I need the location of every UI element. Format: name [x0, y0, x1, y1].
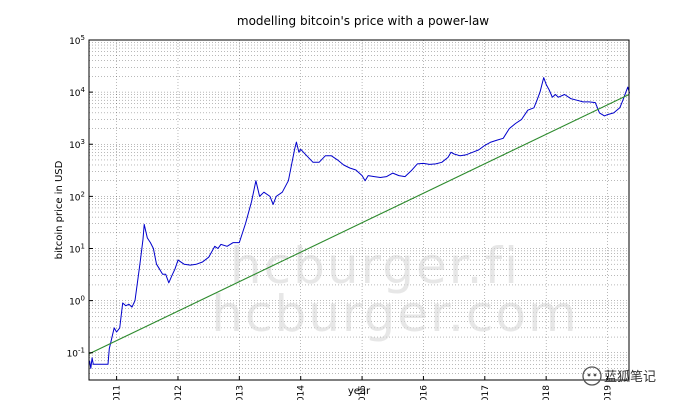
- x-tick-label: 2014: [297, 385, 307, 400]
- y-axis-label: bitcoin price in USD: [54, 160, 65, 259]
- logo-text: 蓝狐笔记: [604, 369, 656, 385]
- x-axis: 2011 2012 2013 2014 2015 2016 2017 2018 2019: [113, 376, 614, 400]
- x-tick-label: 2013: [235, 385, 245, 400]
- x-tick-label: 2015: [358, 385, 368, 400]
- x-tick-label: 2012: [174, 385, 184, 400]
- y-tick-label: 100: [69, 295, 85, 308]
- plot-frame: [88, 39, 630, 381]
- watermark: hcburger.fi hcburger.com: [211, 237, 578, 343]
- x-tick-label: 2019: [604, 385, 614, 400]
- chart-title: modelling bitcoin's price with a power-l…: [237, 14, 489, 28]
- y-tick-label: 101: [69, 242, 85, 255]
- y-tick-label: 102: [69, 190, 85, 203]
- y-tick-label: 103: [69, 138, 85, 151]
- x-tick-label: 2016: [419, 385, 429, 400]
- series-line-price: [89, 77, 631, 369]
- watermark-line2: hcburger.com: [211, 285, 578, 343]
- series-group: [88, 77, 631, 369]
- x-tick-label: 2011: [113, 385, 123, 400]
- grid: [89, 40, 629, 381]
- x-axis-label: year: [348, 386, 371, 397]
- watermark-line1: hcburger.fi: [230, 237, 520, 295]
- wechat-icon: [582, 366, 602, 386]
- logo: 蓝狐笔记: [582, 366, 656, 386]
- y-tick-label: 104: [69, 86, 85, 99]
- y-axis: 10-1 100 101 102 103 104 105: [67, 34, 93, 360]
- y-tick-label: 105: [69, 34, 85, 47]
- x-tick-label: 2018: [542, 385, 552, 400]
- y-tick-label: 10-1: [67, 347, 85, 360]
- series-line-power-law-fit: [88, 94, 630, 355]
- x-tick-label: 2017: [481, 385, 491, 400]
